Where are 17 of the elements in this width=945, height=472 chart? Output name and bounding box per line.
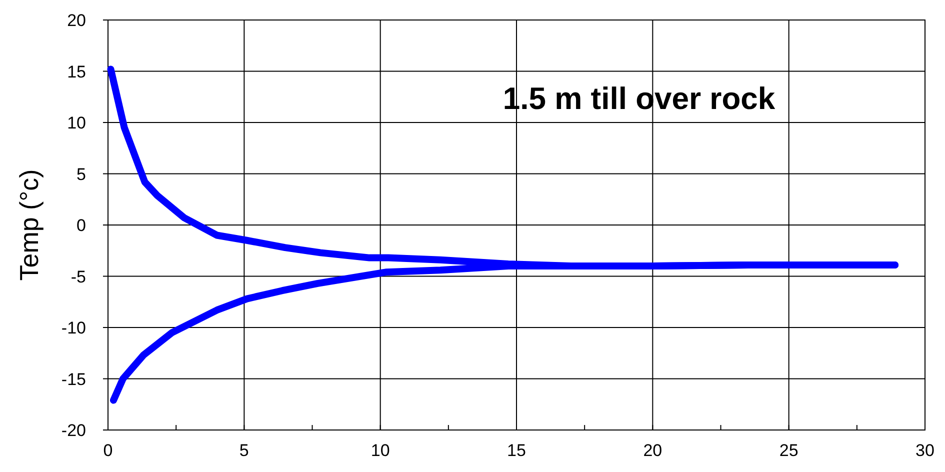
- y-tick-label: -15: [61, 370, 86, 389]
- x-tick-label: 30: [916, 441, 934, 460]
- y-tick-label: 20: [67, 11, 86, 30]
- x-tick-label: 5: [239, 441, 249, 460]
- x-tick-label: 15: [507, 441, 526, 460]
- x-tick-label: 0: [103, 441, 113, 460]
- y-tick-label: 15: [67, 62, 86, 82]
- x-tick-label: 20: [643, 441, 662, 460]
- y-tick-label: -5: [70, 267, 86, 286]
- y-axis-title: Temp (°c): [14, 169, 44, 281]
- y-tick-label: 10: [67, 114, 86, 132]
- x-tick-label: 10: [370, 441, 390, 460]
- y-tick-label: 5: [76, 164, 86, 184]
- y-tick-label: -10: [61, 318, 86, 338]
- y-tick-label: -20: [61, 421, 86, 440]
- x-tick-label: 25: [779, 441, 798, 460]
- y-tick-label: 0: [76, 216, 86, 235]
